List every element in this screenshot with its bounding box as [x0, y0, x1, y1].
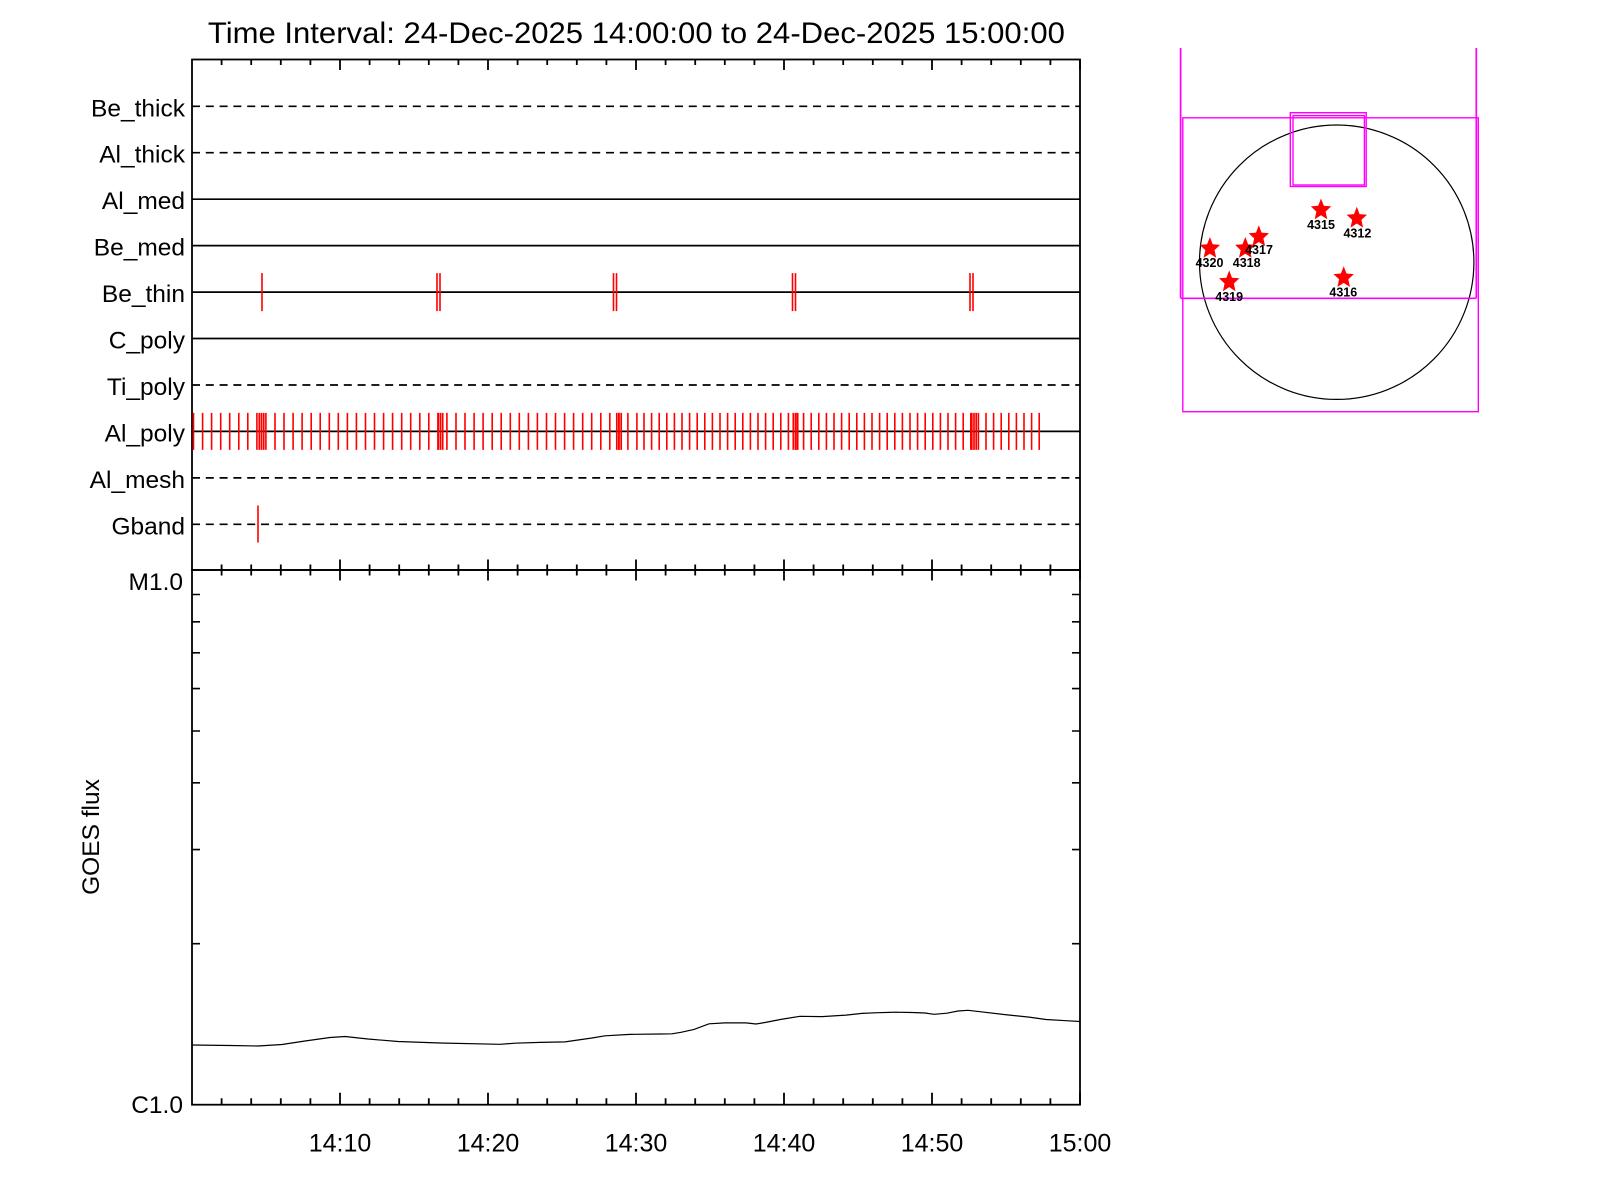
svg-text:4312: 4312	[1343, 226, 1371, 240]
svg-text:14:20: 14:20	[457, 1130, 520, 1158]
svg-text:Be_thin: Be_thin	[102, 281, 185, 308]
svg-text:Ti_poly: Ti_poly	[107, 374, 186, 401]
svg-text:4316: 4316	[1329, 286, 1357, 300]
svg-text:14:30: 14:30	[605, 1130, 668, 1158]
svg-text:4315: 4315	[1307, 218, 1335, 232]
svg-text:4319: 4319	[1215, 290, 1243, 304]
svg-text:Al_thick: Al_thick	[99, 142, 186, 169]
svg-text:C_poly: C_poly	[109, 328, 186, 355]
svg-text:Time Interval: 24-Dec-2025 14:: Time Interval: 24-Dec-2025 14:00:00 to 2…	[208, 17, 1065, 50]
svg-text:GOES flux: GOES flux	[78, 779, 105, 895]
svg-text:Al_mesh: Al_mesh	[90, 467, 185, 494]
svg-text:15:00: 15:00	[1049, 1130, 1112, 1158]
svg-text:14:50: 14:50	[901, 1130, 964, 1158]
svg-text:14:10: 14:10	[309, 1130, 372, 1158]
svg-text:4320: 4320	[1196, 256, 1224, 270]
svg-text:14:40: 14:40	[753, 1130, 816, 1158]
svg-text:Al_med: Al_med	[102, 188, 185, 215]
svg-text:Al_poly: Al_poly	[105, 420, 186, 447]
svg-text:Be_med: Be_med	[94, 235, 185, 262]
svg-text:M1.0: M1.0	[129, 569, 183, 596]
svg-text:Be_thick: Be_thick	[91, 95, 186, 122]
svg-text:4318: 4318	[1233, 256, 1261, 270]
svg-text:4317: 4317	[1245, 243, 1273, 257]
svg-text:Gband: Gband	[111, 513, 185, 540]
svg-text:C1.0: C1.0	[131, 1092, 183, 1119]
